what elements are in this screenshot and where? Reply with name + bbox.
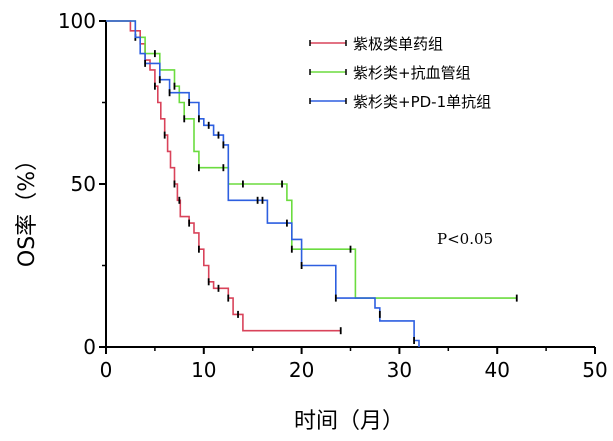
x-tick-label-2: 20 xyxy=(289,358,314,382)
series-line-1 xyxy=(106,20,517,299)
y-tick-label-2: 100 xyxy=(58,9,96,33)
y-tick-label-1: 50 xyxy=(71,172,96,196)
x-tick-label-0: 0 xyxy=(100,358,113,382)
legend-label-1: 紫杉类+抗血管组 xyxy=(353,64,471,82)
legend-label-2: 紫杉类+PD-1单抗组 xyxy=(353,93,491,111)
axes: 0 10 20 30 40 50 0 50 100 xyxy=(58,9,608,382)
series-layer xyxy=(106,20,518,347)
series-line-0 xyxy=(106,20,341,332)
x-tick-label-3: 30 xyxy=(387,358,412,382)
x-tick-label-5: 50 xyxy=(582,358,607,382)
x-tick-label-4: 40 xyxy=(484,358,509,382)
x-tick-label-1: 10 xyxy=(191,358,216,382)
legend-label-0: 紫极类单药组 xyxy=(353,35,443,53)
x-axis-title: 时间（月） xyxy=(294,409,404,434)
y-axis-title: OS率（%） xyxy=(15,149,40,267)
series-line-2 xyxy=(106,20,420,347)
p-value-annotation: P<0.05 xyxy=(437,230,493,248)
y-tick-label-0: 0 xyxy=(83,335,96,359)
